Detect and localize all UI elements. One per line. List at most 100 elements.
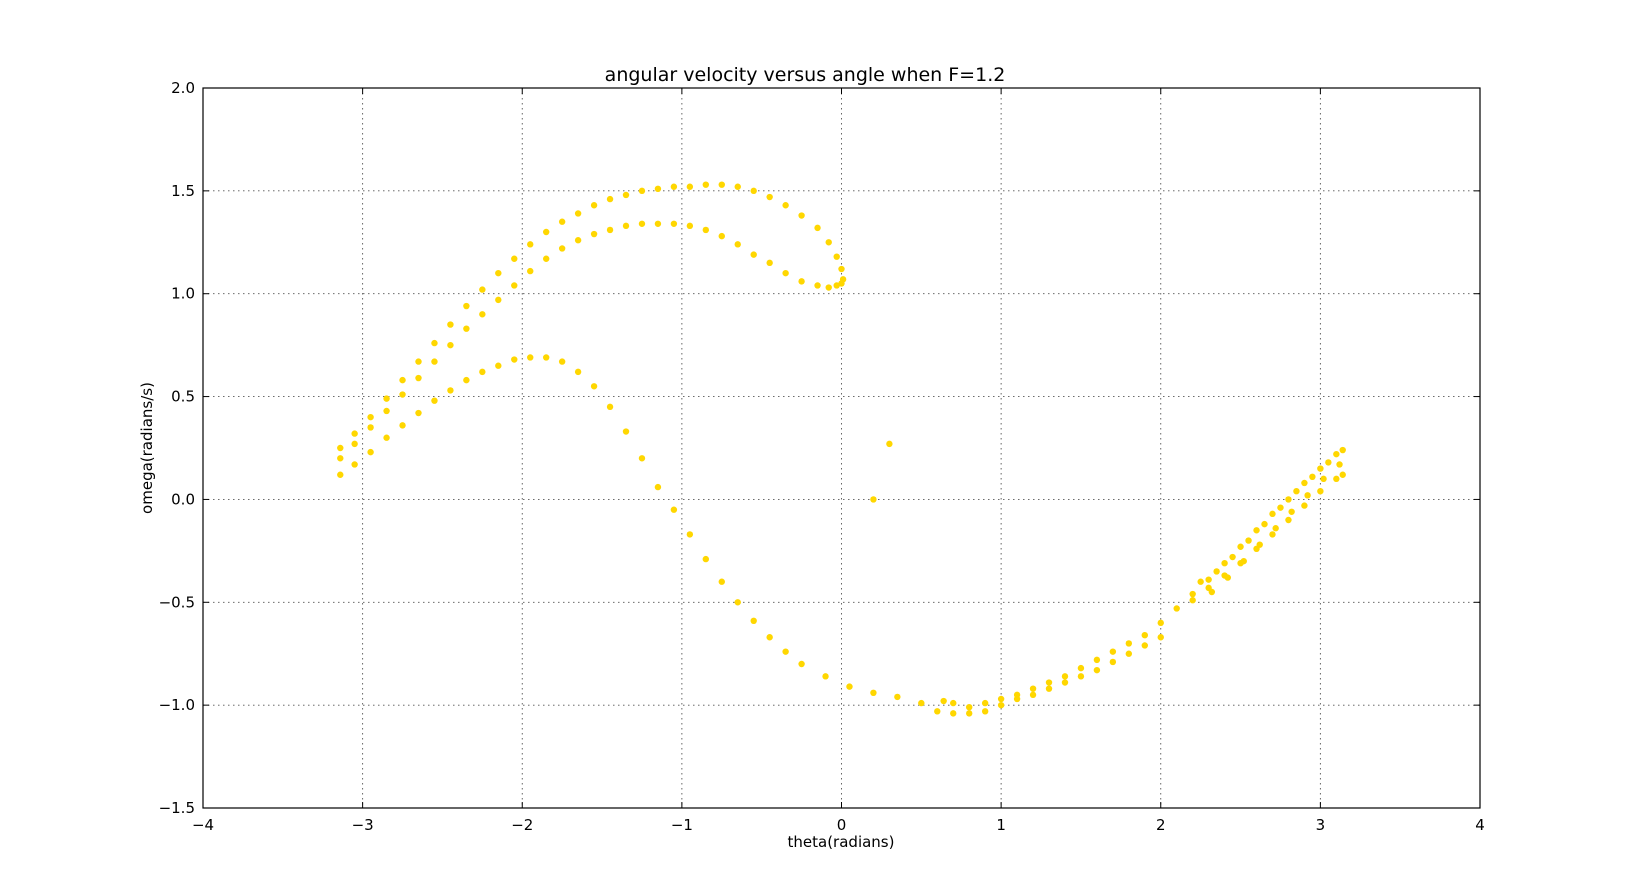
x-tick-label: −3 xyxy=(352,816,374,834)
data-point xyxy=(399,422,406,429)
data-point xyxy=(527,267,534,275)
data-point xyxy=(558,358,566,365)
data-point xyxy=(1261,520,1268,528)
data-point xyxy=(1320,475,1327,483)
data-point xyxy=(1189,597,1196,604)
data-point xyxy=(337,444,344,452)
data-point xyxy=(734,241,741,248)
data-point xyxy=(1237,543,1244,550)
data-point xyxy=(1293,488,1300,495)
data-point xyxy=(1077,673,1085,680)
data-point xyxy=(966,704,973,711)
data-point xyxy=(1221,560,1228,567)
data-point xyxy=(702,181,710,188)
x-tick-label: −4 xyxy=(192,816,214,834)
data-point xyxy=(383,407,390,415)
data-point xyxy=(351,461,358,468)
data-point xyxy=(638,187,646,195)
data-point xyxy=(399,391,406,398)
data-point xyxy=(1045,679,1053,686)
data-point xyxy=(495,362,502,369)
data-point xyxy=(1045,685,1053,692)
x-axis-label: theta(radians) xyxy=(788,833,895,851)
data-point xyxy=(766,259,773,267)
data-point xyxy=(833,282,840,289)
x-tick-label: 4 xyxy=(1475,816,1485,834)
data-point xyxy=(686,183,694,190)
data-point xyxy=(1229,553,1236,561)
data-point xyxy=(606,403,614,411)
data-point xyxy=(558,245,566,252)
data-point xyxy=(782,269,789,277)
data-point xyxy=(822,673,829,680)
data-point xyxy=(981,699,989,707)
data-point xyxy=(383,395,390,402)
data-point xyxy=(654,483,662,491)
data-point xyxy=(1157,634,1164,641)
data-point xyxy=(1125,650,1133,657)
data-point xyxy=(1301,502,1308,509)
y-axis-label: omega(radians/s) xyxy=(138,382,156,514)
data-point xyxy=(431,397,438,404)
data-point xyxy=(718,578,725,585)
data-point xyxy=(934,708,941,715)
data-point xyxy=(495,296,502,304)
grid xyxy=(203,88,1480,808)
data-point xyxy=(1208,588,1216,596)
data-point xyxy=(654,220,662,227)
data-point xyxy=(1141,642,1148,649)
data-point xyxy=(825,239,832,246)
data-point xyxy=(337,471,344,478)
data-point xyxy=(654,185,662,192)
data-point xyxy=(997,695,1005,703)
data-point xyxy=(574,368,582,376)
data-point xyxy=(870,496,877,503)
data-point xyxy=(479,286,486,293)
data-point xyxy=(838,265,845,273)
data-point xyxy=(997,701,1005,709)
data-point xyxy=(814,224,821,232)
data-point xyxy=(798,278,805,285)
data-point xyxy=(590,383,598,390)
data-point xyxy=(383,434,390,441)
y-tick-label: 0.5 xyxy=(171,388,195,406)
data-point xyxy=(542,228,550,236)
data-point xyxy=(686,222,694,230)
data-point xyxy=(1173,605,1180,612)
x-tick-label: 2 xyxy=(1156,816,1166,834)
data-point xyxy=(1272,525,1279,532)
data-point xyxy=(750,617,757,624)
data-point xyxy=(447,387,454,394)
data-point xyxy=(511,356,518,363)
data-point xyxy=(1224,574,1231,581)
data-point xyxy=(670,506,678,513)
data-point xyxy=(1157,619,1164,627)
data-point xyxy=(1317,465,1324,472)
data-point xyxy=(415,409,422,417)
data-point xyxy=(814,282,821,289)
data-point xyxy=(638,220,646,227)
data-point xyxy=(1029,685,1037,692)
data-point xyxy=(1269,510,1276,518)
data-point xyxy=(431,339,438,347)
data-point xyxy=(782,202,789,209)
data-point xyxy=(1285,516,1292,524)
data-point xyxy=(950,710,957,717)
data-point xyxy=(798,660,805,668)
data-point xyxy=(479,311,486,318)
data-point xyxy=(479,368,486,376)
data-point xyxy=(574,237,582,244)
data-point xyxy=(734,183,741,190)
data-point xyxy=(1240,557,1247,565)
data-point xyxy=(886,440,893,448)
data-point xyxy=(750,251,757,258)
data-points xyxy=(337,181,1346,717)
data-point xyxy=(1277,504,1284,511)
data-point xyxy=(1093,656,1101,664)
data-point xyxy=(750,187,757,195)
data-point xyxy=(1013,691,1021,699)
data-point xyxy=(590,202,598,209)
y-tick-label: −1.5 xyxy=(159,799,195,817)
data-point xyxy=(622,428,630,435)
data-point xyxy=(825,284,832,291)
